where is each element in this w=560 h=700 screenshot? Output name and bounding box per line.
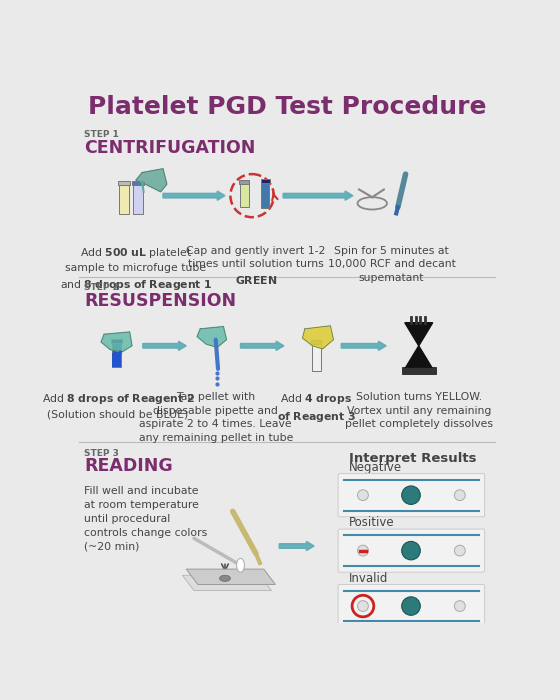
Text: Add $\mathbf{4}$ $\mathbf{drops}$
$\mathbf{of}$ $\mathbf{Reagent}$ $\mathbf{3}$: Add $\mathbf{4}$ $\mathbf{drops}$ $\math…	[277, 392, 356, 424]
Text: Cap and gently invert 1-2
times until solution turns
$\mathbf{GREEN}$: Cap and gently invert 1-2 times until so…	[186, 246, 326, 286]
Text: Invalid: Invalid	[349, 571, 389, 584]
Bar	[240, 184, 249, 207]
Bar	[119, 185, 129, 214]
Polygon shape	[197, 326, 227, 347]
Bar	[111, 339, 122, 343]
Polygon shape	[405, 323, 433, 346]
Circle shape	[402, 597, 421, 615]
Polygon shape	[302, 326, 334, 349]
Polygon shape	[143, 341, 186, 351]
Bar	[260, 179, 270, 183]
Text: STEP 2: STEP 2	[84, 284, 119, 293]
Polygon shape	[341, 341, 386, 351]
Text: Solution turns YELLOW.
Vortex until any remaining
pellet completely dissolves: Solution turns YELLOW. Vortex until any …	[345, 392, 493, 429]
Circle shape	[402, 541, 421, 560]
Text: Platelet PGD Test Procedure: Platelet PGD Test Procedure	[88, 95, 486, 119]
Bar	[402, 368, 436, 374]
Circle shape	[357, 545, 368, 556]
Bar	[312, 344, 321, 371]
Polygon shape	[283, 191, 353, 200]
Polygon shape	[405, 346, 433, 369]
Circle shape	[357, 601, 368, 612]
Bar	[118, 181, 130, 185]
Text: Spin for 5 minutes at
10,000 RCF and decant
supematant: Spin for 5 minutes at 10,000 RCF and dec…	[328, 246, 456, 283]
Circle shape	[454, 490, 465, 500]
Bar	[132, 181, 144, 185]
Text: STEP 1: STEP 1	[84, 130, 119, 139]
Text: Negative: Negative	[349, 461, 402, 474]
Text: RESUSPENSION: RESUSPENSION	[84, 292, 236, 310]
Bar	[262, 183, 269, 208]
Polygon shape	[279, 541, 314, 551]
Bar	[239, 180, 249, 184]
FancyBboxPatch shape	[338, 474, 484, 517]
Bar	[112, 353, 121, 368]
FancyBboxPatch shape	[338, 529, 484, 572]
Text: Add $\mathbf{500}$ $\mathbf{uL}$ platelet
sample to microfuge tube
and $\mathbf{: Add $\mathbf{500}$ $\mathbf{uL}$ platele…	[60, 246, 212, 292]
Ellipse shape	[237, 559, 244, 572]
Polygon shape	[183, 575, 272, 591]
Circle shape	[357, 490, 368, 500]
Text: Positive: Positive	[349, 516, 395, 529]
Polygon shape	[163, 191, 225, 200]
Text: CENTRIFUGATION: CENTRIFUGATION	[84, 139, 255, 157]
Polygon shape	[136, 169, 167, 192]
Bar	[312, 355, 320, 371]
Bar	[112, 343, 121, 368]
Circle shape	[402, 486, 421, 505]
Bar	[120, 197, 129, 214]
Text: STEP 3: STEP 3	[84, 449, 119, 458]
Bar	[133, 185, 143, 214]
Text: Interpret Results: Interpret Results	[349, 452, 477, 465]
Bar	[133, 197, 143, 214]
Bar	[262, 193, 269, 208]
Text: Add $\mathbf{8}$ $\mathbf{drops}$ $\mathbf{of}$ $\mathbf{Reagent}$ $\mathbf{2}$
: Add $\mathbf{8}$ $\mathbf{drops}$ $\math…	[41, 392, 194, 419]
Bar	[311, 340, 321, 344]
Circle shape	[454, 545, 465, 556]
FancyBboxPatch shape	[338, 584, 484, 628]
Polygon shape	[240, 341, 284, 351]
Circle shape	[454, 601, 465, 612]
Text: Fill well and incubate
at room temperature
until procedural
controls change colo: Fill well and incubate at room temperatu…	[84, 486, 207, 552]
Polygon shape	[101, 332, 132, 352]
Polygon shape	[186, 569, 276, 584]
Ellipse shape	[220, 575, 230, 582]
Text: READING: READING	[84, 458, 172, 475]
Bar	[240, 193, 248, 207]
Text: Tap pellet with
disposable pipette and
aspirate 2 to 4 times. Leave
any remainin: Tap pellet with disposable pipette and a…	[138, 392, 293, 443]
